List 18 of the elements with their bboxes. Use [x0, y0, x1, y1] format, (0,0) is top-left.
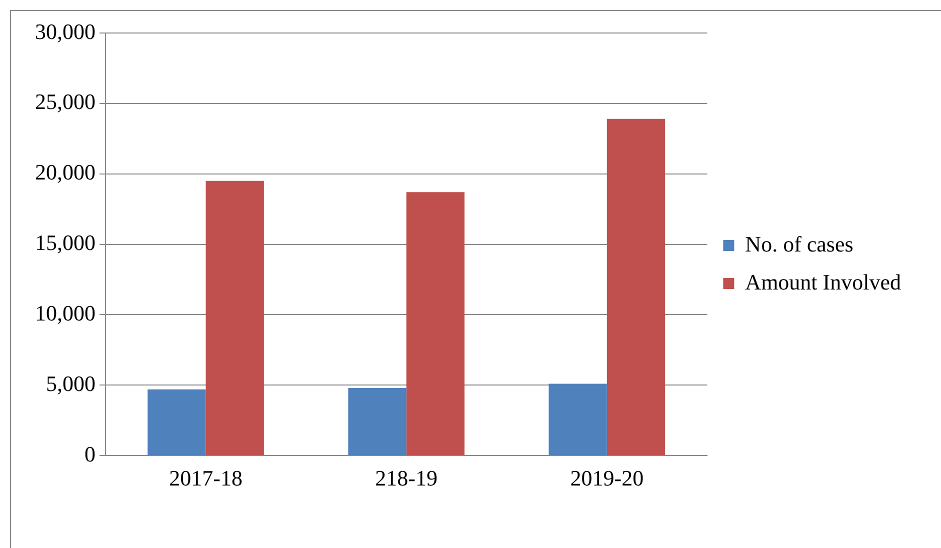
x-tick-label: 2019-20: [570, 466, 644, 491]
y-tick-label: 0: [84, 441, 96, 466]
bar: [348, 388, 406, 456]
x-tick-label: 2017-18: [169, 466, 242, 491]
bar: [206, 180, 264, 456]
y-tick-label: 5,000: [46, 370, 96, 396]
legend-label: Amount Involved: [745, 269, 902, 294]
y-tick-label: 25,000: [35, 89, 96, 114]
y-tick-label: 30,000: [35, 18, 96, 44]
y-tick-label: 15,000: [35, 230, 96, 256]
bar: [148, 389, 206, 456]
bar: [406, 192, 465, 456]
legend-label: No. of cases: [745, 231, 854, 256]
x-tick-label: 218-19: [375, 466, 438, 491]
bar: [606, 118, 666, 456]
bar: [548, 384, 607, 456]
y-tick-label: 20,000: [35, 160, 96, 185]
y-tick-label: 10,000: [35, 300, 96, 326]
